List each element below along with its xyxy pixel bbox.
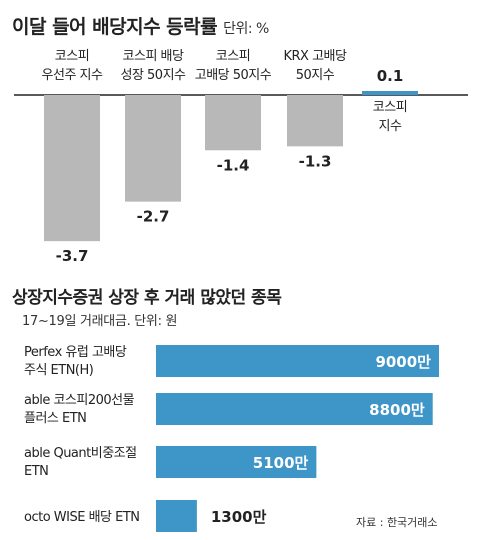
- bar-3: [287, 95, 343, 147]
- hbar-category-2-0: able Quant비중조절: [24, 446, 137, 461]
- value-label-2: -1.4: [217, 156, 250, 174]
- hbar-category-2-1: ETN: [24, 464, 48, 479]
- category-label-0-1: 우선주 지수: [42, 68, 103, 83]
- hbar-value-2: 5100만: [253, 454, 309, 472]
- hbar-category-3-0: octo WISE 배당 ETN: [24, 510, 140, 525]
- hbar-value-0: 9000만: [375, 353, 431, 371]
- category-label-1-1: 성장 50지수: [120, 68, 186, 83]
- category-label-3-0: KRX 고배당: [284, 49, 348, 64]
- value-label-4: 0.1: [377, 67, 404, 85]
- category-label-0-0: 코스피: [55, 49, 89, 64]
- category-label-2-1: 고배당 50지수: [195, 68, 272, 83]
- hbar-category-1-0: able 코스피200선물: [24, 393, 135, 408]
- hbar-value-3: 1300만: [211, 508, 267, 526]
- chart2-title: 상장지수증권 상장 후 거래 많았던 종목: [12, 288, 282, 308]
- source-note: 자료 : 한국거래소: [356, 516, 438, 529]
- category-label-1-0: 코스피 배당: [123, 49, 184, 64]
- chart-title: 이달 들어 배당지수 등락률 단위: %: [12, 16, 269, 38]
- hbar-value-1: 8800만: [369, 401, 425, 419]
- hbar-category-1-1: 플러스 ETN: [24, 411, 86, 426]
- value-label-0: -3.7: [56, 247, 89, 265]
- category-label-2-0: 코스피: [216, 49, 250, 64]
- chart2-subtitle: 17~19일 거래대금. 단위: 원: [22, 314, 178, 329]
- unit-label: 단위: %: [223, 21, 269, 37]
- value-label-3: -1.3: [299, 152, 332, 170]
- hbar-0: [156, 345, 439, 377]
- hbar-category-0-1: 주식 ETN(H): [24, 363, 93, 378]
- bar-4: [362, 91, 418, 95]
- hbar-category-0-0: Perfex 유럽 고배당: [24, 345, 127, 360]
- value-label-1: -2.7: [137, 208, 170, 226]
- hbar-3: [156, 500, 197, 532]
- category-label-4-0: 코스피: [373, 100, 407, 115]
- category-label-3-1: 50지수: [296, 68, 335, 83]
- bar-1: [125, 95, 181, 202]
- bar-2: [205, 95, 261, 151]
- category-label-4-1: 지수: [379, 119, 402, 134]
- bar-0: [44, 95, 100, 242]
- hbar-1: [156, 393, 433, 425]
- hbar-2: [156, 446, 317, 478]
